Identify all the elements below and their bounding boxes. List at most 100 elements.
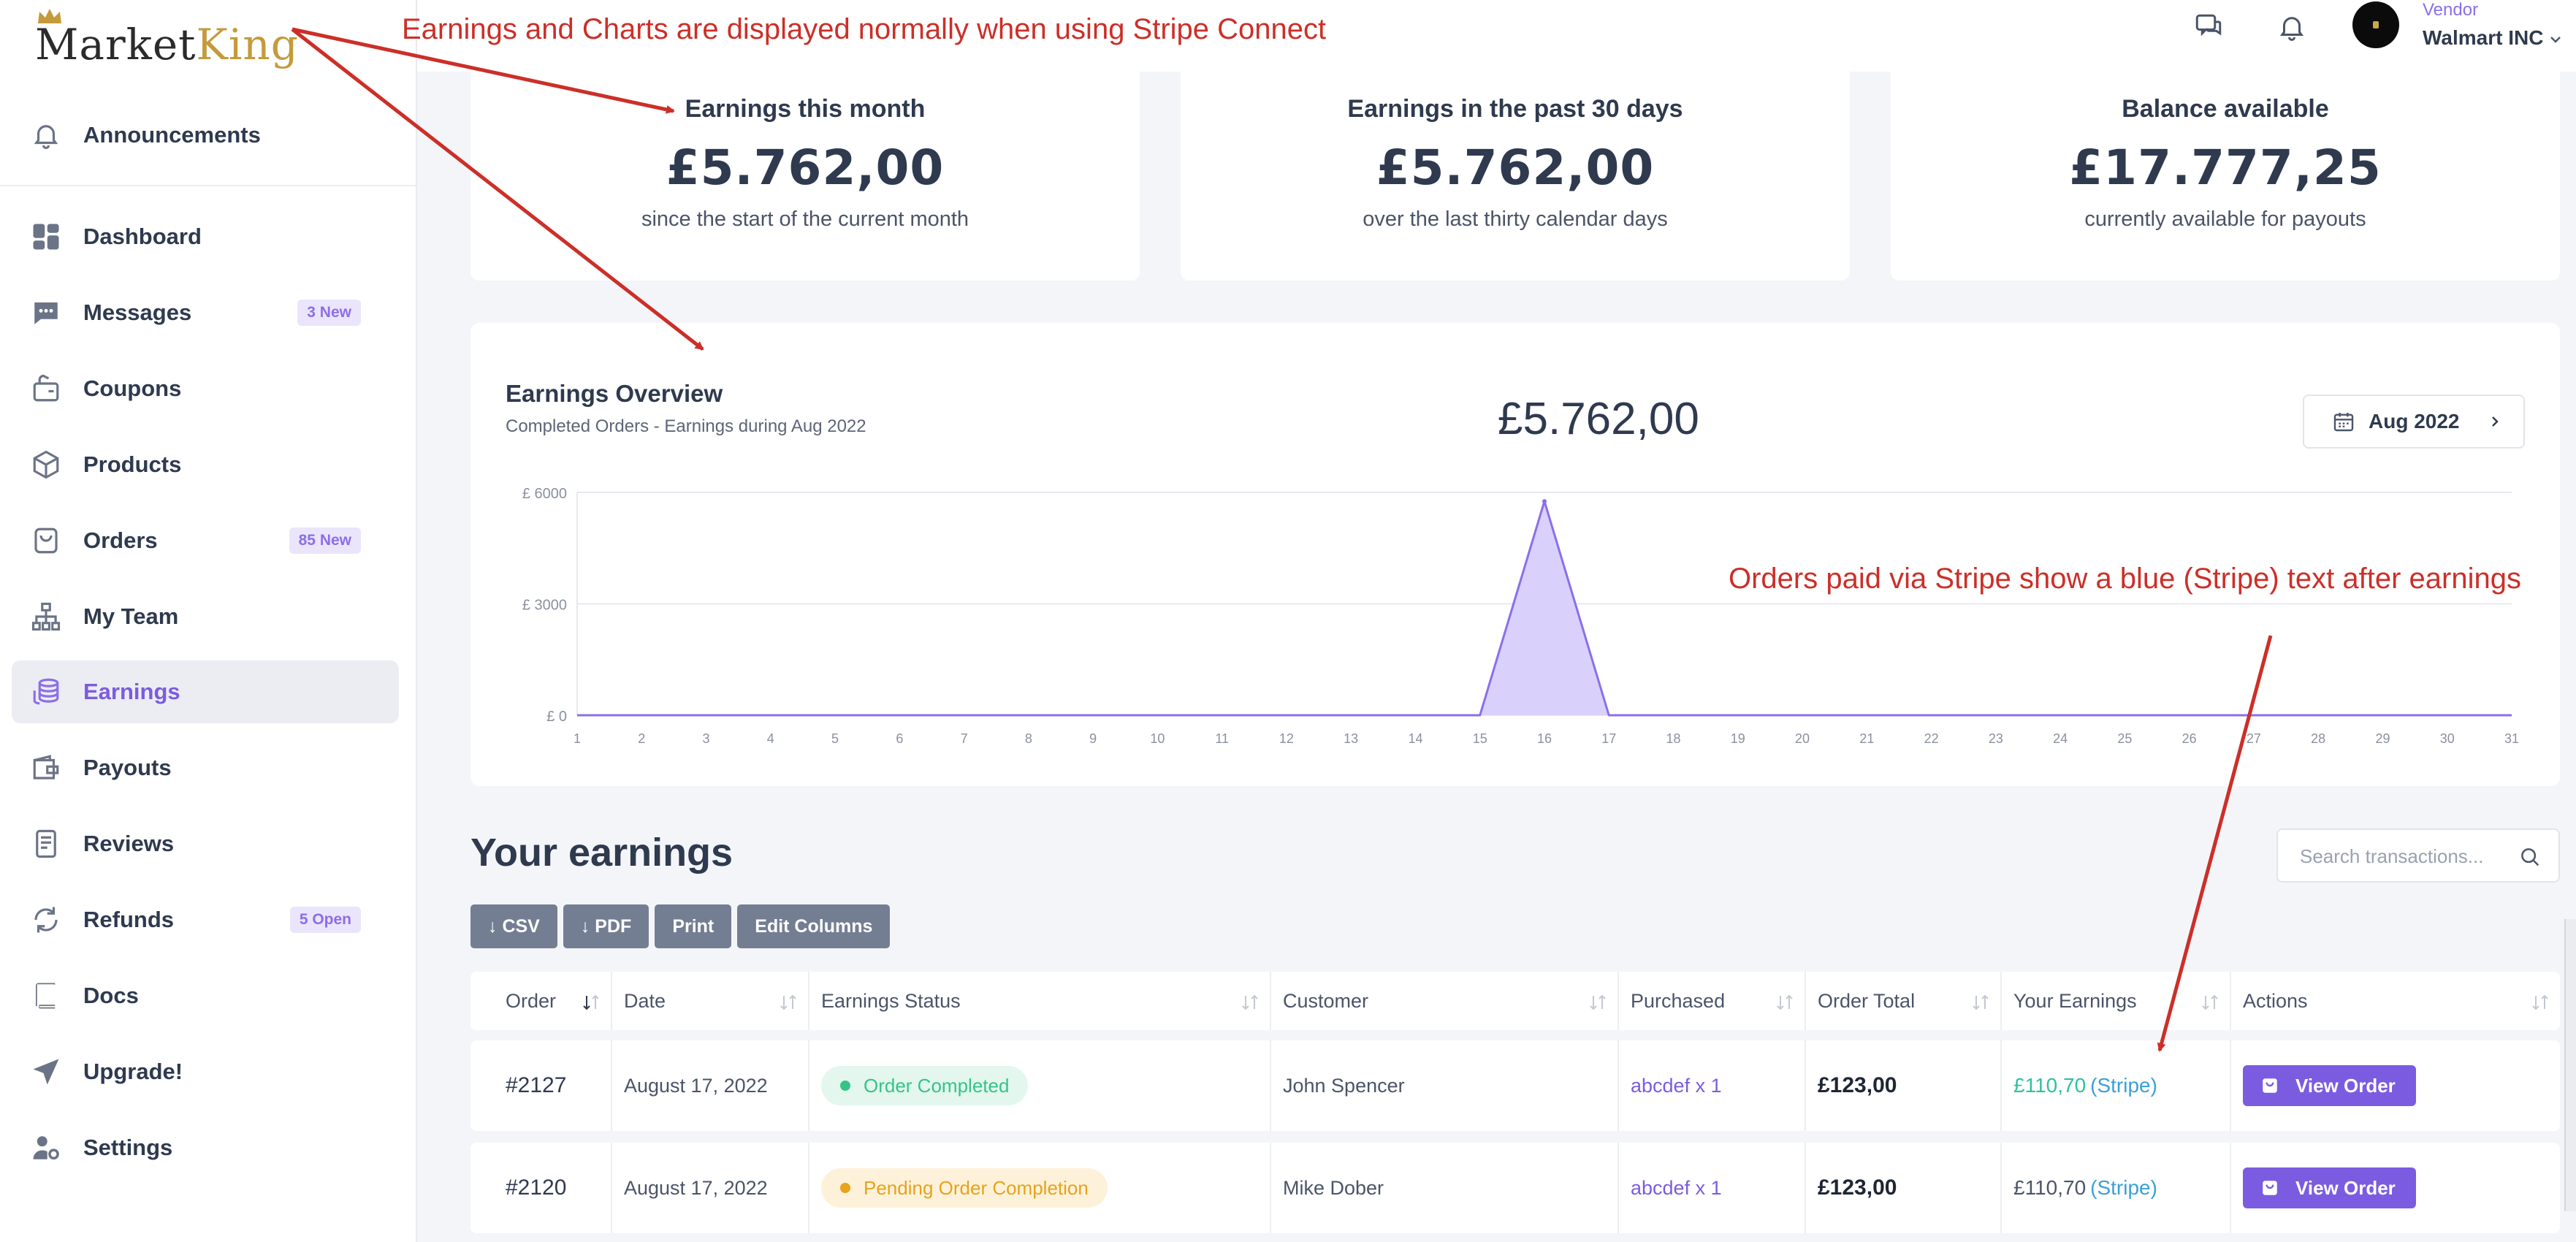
paper-plane-icon [29, 1055, 63, 1089]
messages-icon-button[interactable] [2190, 9, 2227, 45]
earnings-overview-card: £ 0 £ 3000 £ 6000 1 2 3 4 5 6 7 8 9 10 11 12 13 14 15 16 17… [470, 323, 2560, 786]
edit-columns-button[interactable]: Edit Columns [737, 904, 891, 948]
x-tick-label: 26 [2182, 731, 2197, 746]
coins-icon [29, 675, 63, 709]
top-bar [417, 0, 2576, 72]
column-header-purchased[interactable]: Purchased [1617, 972, 1805, 1030]
stripe-label: (Stripe) [2090, 1074, 2157, 1097]
column-header-customer[interactable]: Customer [1270, 972, 1617, 1030]
data-point [1542, 499, 1547, 504]
print-button[interactable]: Print [655, 904, 732, 948]
sidebar-item-settings[interactable]: Settings [12, 1116, 399, 1179]
sort-icon [1590, 994, 1606, 1010]
search-input[interactable] [2300, 843, 2519, 869]
view-order-label: View Order [2295, 1074, 2396, 1097]
sidebar: MarketKing Announcements Dashboard Messa… [0, 0, 417, 1242]
status-text: Pending Order Completion [864, 1176, 1089, 1199]
your-earnings-title: Your earnings [470, 831, 733, 875]
purchased-link[interactable]: abcdef x 1 [1617, 1143, 1805, 1233]
x-tick-label: 23 [1989, 731, 2003, 746]
sidebar-item-upgrade[interactable]: Upgrade! [12, 1040, 399, 1103]
stripe-label: (Stripe) [2090, 1176, 2157, 1199]
x-tick-label: 2 [638, 731, 645, 746]
chevron-down-icon[interactable] [2547, 31, 2564, 48]
purchased-link[interactable]: abcdef x 1 [1617, 1040, 1805, 1131]
refresh-icon [29, 903, 63, 937]
annotation-top: Earnings and Charts are displayed normal… [402, 13, 1327, 45]
vendor-name[interactable]: Walmart INC [2423, 26, 2544, 49]
box-icon [29, 448, 63, 481]
table-row: #2127 August 17, 2022 Order Completed Jo… [470, 1040, 2560, 1131]
orders-badge: 85 New [289, 527, 361, 554]
sidebar-item-products[interactable]: Products [12, 433, 399, 496]
overview-title: Earnings Overview [506, 380, 723, 407]
sidebar-item-payouts[interactable]: Payouts [12, 736, 399, 799]
sidebar-item-label: Settings [83, 1135, 173, 1160]
sidebar-item-earnings[interactable]: Earnings [12, 660, 399, 723]
customer-name: Mike Dober [1270, 1143, 1617, 1233]
sort-icon [583, 994, 599, 1010]
notifications-button[interactable] [2274, 9, 2310, 45]
avatar[interactable] [2352, 1, 2399, 48]
sidebar-item-announcements[interactable]: Announcements [12, 104, 399, 167]
sort-icon [780, 994, 796, 1010]
view-order-button[interactable]: View Order [2243, 1167, 2416, 1208]
sidebar-item-coupons[interactable]: Coupons [12, 357, 399, 420]
sidebar-item-dashboard[interactable]: Dashboard [12, 205, 399, 268]
x-tick-label: 7 [961, 731, 968, 746]
x-tick-label: 30 [2440, 731, 2455, 746]
column-header-earnings-status[interactable]: Earnings Status [808, 972, 1270, 1030]
sidebar-item-label: Reviews [83, 831, 175, 856]
sidebar-item-reviews[interactable]: Reviews [12, 812, 399, 875]
order-number[interactable]: #2127 [506, 1073, 567, 1097]
sort-icon [2532, 994, 2548, 1010]
bell-icon [29, 118, 63, 152]
pdf-button[interactable]: ↓ PDF [563, 904, 649, 948]
sort-icon [1242, 994, 1258, 1010]
x-tick-label: 24 [2053, 731, 2068, 746]
sidebar-item-orders[interactable]: Orders 85 New [12, 509, 399, 572]
actions-cell: View Order [2230, 1040, 2560, 1131]
status-badge: Pending Order Completion [821, 1168, 1108, 1208]
sidebar-item-label: Dashboard [83, 224, 202, 249]
earnings-status-cell: Order Completed [808, 1040, 1270, 1131]
x-tick-label: 31 [2504, 731, 2519, 746]
order-number[interactable]: #2120 [506, 1176, 567, 1200]
column-header-order-total[interactable]: Order Total [1805, 972, 2000, 1030]
sidebar-item-label: Earnings [83, 679, 180, 704]
x-tick-label: 28 [2311, 731, 2325, 746]
x-tick-label: 9 [1089, 731, 1097, 746]
avatar-logo-icon [2373, 21, 2379, 28]
marketking-logo[interactable]: MarketKing [35, 7, 299, 66]
calendar-icon [2333, 413, 2354, 432]
sort-icon [1973, 994, 1989, 1010]
your-earnings-cell: £110,70 (Stripe) [2000, 1143, 2230, 1233]
column-header-your-earnings[interactable]: Your Earnings [2000, 972, 2230, 1030]
sidebar-item-refunds[interactable]: Refunds 5 Open [12, 888, 399, 951]
sidebar-item-docs[interactable]: Docs [12, 964, 399, 1027]
month-selector-button[interactable]: Aug 2022 [2303, 395, 2525, 449]
column-label: Actions [2243, 989, 2308, 1012]
stat-subtitle: since the start of the current month [641, 207, 969, 231]
x-tick-label: 19 [1731, 731, 1745, 746]
table-header: Order Date Earnings Status Customer Purc… [470, 972, 2560, 1030]
refunds-badge: 5 Open [289, 907, 361, 933]
column-header-order[interactable]: Order [494, 972, 611, 1030]
csv-button[interactable]: ↓ CSV [470, 904, 557, 948]
search-icon[interactable] [2519, 846, 2541, 868]
column-header-date[interactable]: Date [611, 972, 808, 1030]
sidebar-item-my-team[interactable]: My Team [12, 585, 399, 648]
y-tick-label: £ 0 [546, 709, 567, 725]
stat-value: £5.762,00 [666, 140, 945, 196]
x-tick-label: 20 [1795, 731, 1810, 746]
annotation-right: Orders paid via Stripe show a blue (Stri… [1729, 563, 2521, 595]
column-header-actions[interactable]: Actions [2230, 972, 2560, 1030]
x-tick-label: 4 [767, 731, 774, 746]
month-label: Aug 2022 [2369, 410, 2460, 433]
bell-icon [2279, 17, 2304, 41]
view-order-button[interactable]: View Order [2243, 1065, 2416, 1106]
sidebar-item-label: Coupons [83, 376, 182, 401]
sidebar-item-messages[interactable]: Messages 3 New [12, 281, 399, 344]
stat-value: £17.777,25 [2069, 140, 2382, 196]
x-tick-label: 1 [573, 731, 581, 746]
